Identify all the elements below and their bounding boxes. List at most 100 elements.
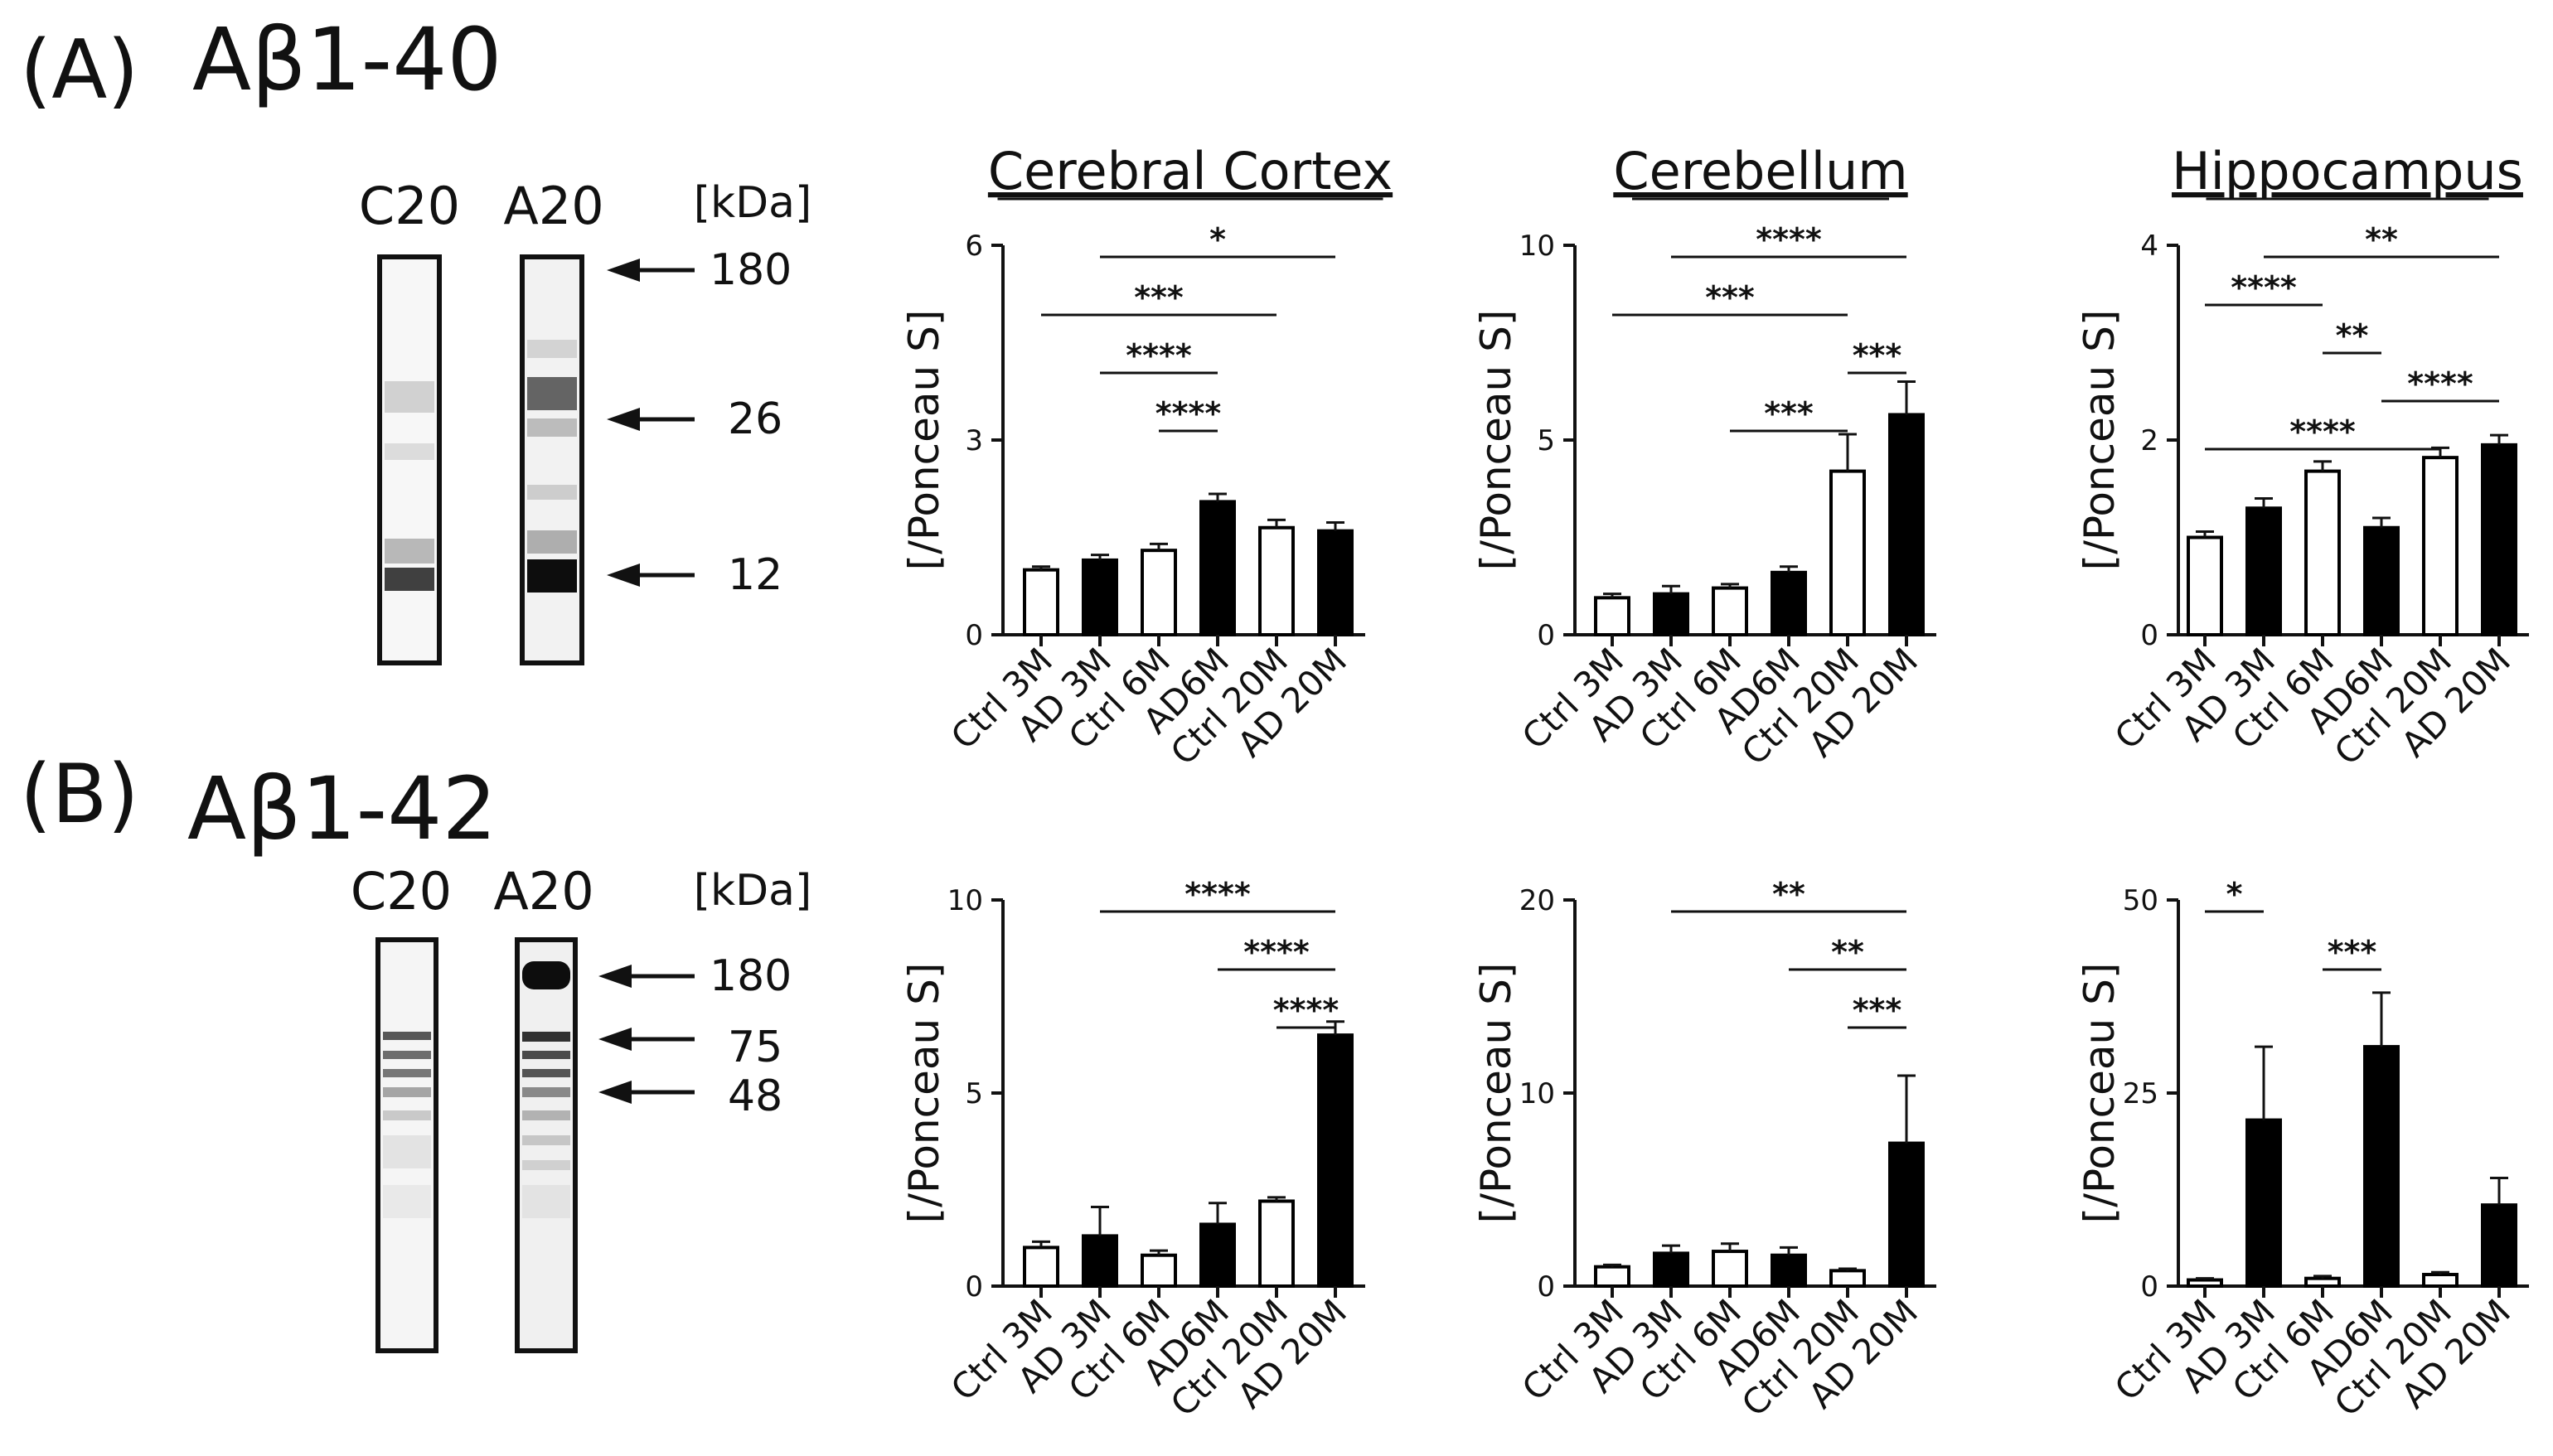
blot-b-band <box>522 1185 570 1218</box>
blot-b-band <box>383 1185 431 1218</box>
y-tick-label: 0 <box>965 619 983 652</box>
bar-3 <box>2304 1276 2341 1289</box>
significance-label: *** <box>2328 934 2377 970</box>
bar-1 <box>1594 596 1630 636</box>
bar-3 <box>2304 469 2341 636</box>
bar-4 <box>2363 525 2400 636</box>
y-tick-label: 50 <box>2123 884 2158 917</box>
y-tick-label: 2 <box>2140 424 2158 457</box>
significance-label: ** <box>2365 221 2398 258</box>
blot-b-band <box>522 1110 570 1120</box>
significance-label: *** <box>1134 279 1184 316</box>
bar-2 <box>1082 558 1118 637</box>
blot-a-band <box>385 539 434 564</box>
y-tick-label: 25 <box>2123 1077 2158 1110</box>
bar-5 <box>1829 1269 1866 1288</box>
blot-b-band <box>522 1069 570 1077</box>
blot-a-band <box>385 568 434 591</box>
bar-1 <box>1023 1246 1059 1289</box>
significance-label: *** <box>1705 279 1755 316</box>
bar-2 <box>1653 1251 1689 1289</box>
blot-a-marker-26: 26 <box>607 394 782 444</box>
y-axis-label: [/Ponceau S] <box>2076 310 2124 571</box>
blot-a-band <box>527 377 577 410</box>
blot-b-band <box>522 1087 570 1097</box>
y-tick-label: 0 <box>2140 619 2158 652</box>
blot-b-band <box>383 1069 431 1077</box>
y-tick-label: 5 <box>965 1077 983 1110</box>
blot-b-band <box>383 1087 431 1097</box>
blot-b-marker-label: 48 <box>728 1071 782 1121</box>
blot-a-marker-180: 180 <box>607 245 792 295</box>
bar-5 <box>1829 469 1866 636</box>
bar-3 <box>1141 549 1177 637</box>
y-axis-label: [/Ponceau S] <box>1472 963 1520 1224</box>
significance-label: **** <box>2289 414 2356 450</box>
significance-label: **** <box>1243 934 1310 970</box>
bar-4 <box>2363 1045 2400 1288</box>
significance-label: **** <box>1273 992 1339 1028</box>
blot-b-band <box>522 1032 570 1042</box>
bar-1 <box>1594 1265 1630 1288</box>
blot-a-band <box>385 443 434 460</box>
blot-b-lane-2-label: A20 <box>493 861 593 921</box>
bar-1 <box>2187 535 2223 636</box>
bar-2 <box>2245 506 2282 636</box>
y-axis-label: [/Ponceau S] <box>900 310 948 571</box>
significance-label: * <box>2226 876 2243 912</box>
y-tick-label: 10 <box>1519 230 1555 263</box>
bar-5 <box>2422 456 2459 637</box>
bar-6 <box>1317 529 1354 637</box>
bar-5 <box>1258 1199 1295 1288</box>
y-tick-label: 0 <box>1537 1270 1555 1304</box>
y-tick-label: 3 <box>965 424 983 457</box>
blot-a-lane-2-label: A20 <box>503 176 603 236</box>
y-tick-label: 0 <box>965 1270 983 1304</box>
blot-b-unit-label: [kDa] <box>694 866 812 916</box>
chart-title: Cerebellum <box>1613 141 1907 201</box>
blot-b-band <box>522 961 570 989</box>
significance-label: **** <box>2407 365 2473 402</box>
blot-a-marker-12: 12 <box>607 550 782 600</box>
y-axis-label: [/Ponceau S] <box>1472 310 1520 571</box>
y-tick-label: 0 <box>1537 619 1555 652</box>
bar-4 <box>1199 500 1236 637</box>
blot-b-marker-label: 75 <box>728 1023 782 1072</box>
significance-label: **** <box>1126 337 1192 374</box>
blot-b-lane-1 <box>375 937 438 1353</box>
blot-b: C20 A20 [kDa] 180 75 <box>351 861 812 1353</box>
significance-label: ** <box>1831 934 1864 970</box>
bar-4 <box>1771 570 1807 636</box>
blot-a-lane-1-label: C20 <box>359 176 460 236</box>
significance-label: ** <box>1772 876 1805 912</box>
blot-a-band <box>527 418 577 437</box>
blot-b-band <box>383 1110 431 1120</box>
blot-a-marker-label: 12 <box>728 550 782 600</box>
significance-label: **** <box>1155 395 1222 432</box>
significance-label: **** <box>2231 269 2297 306</box>
y-tick-label: 5 <box>1537 424 1555 457</box>
y-tick-label: 4 <box>2140 230 2158 263</box>
significance-label: **** <box>1756 221 1822 258</box>
significance-label: * <box>1209 221 1226 258</box>
y-tick-label: 10 <box>947 884 983 917</box>
significance-label: *** <box>1853 337 1902 374</box>
blot-b-lane-1-label: C20 <box>351 861 452 921</box>
blot-a-marker-label: 180 <box>710 245 792 295</box>
bar-1 <box>2187 1278 2223 1288</box>
y-tick-label: 10 <box>1519 1077 1555 1110</box>
blot-a-band <box>527 485 577 500</box>
panel-a-letter: (A) <box>20 23 139 118</box>
panel-b-antibody: Aβ1-42 <box>187 758 497 859</box>
bar-6 <box>1888 413 1925 636</box>
blot-a-lane-2 <box>520 254 584 665</box>
blot-a-band <box>527 559 577 593</box>
blot-a-lane-1 <box>377 254 442 665</box>
bar-6 <box>1317 1033 1354 1288</box>
bar-3 <box>1141 1253 1177 1288</box>
